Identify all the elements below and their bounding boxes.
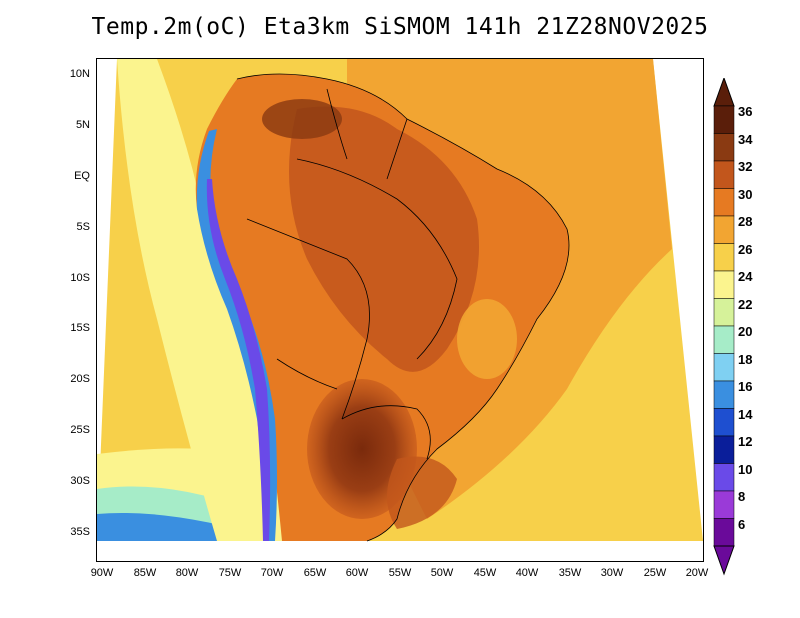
colorbar-segment xyxy=(713,243,735,272)
colorbar-segment xyxy=(713,298,735,327)
colorbar-label: 20 xyxy=(738,324,753,339)
colorbar-label: 18 xyxy=(738,351,753,367)
colorbar-segment xyxy=(713,188,735,217)
highlands-cool xyxy=(457,299,517,379)
colorbar-label: 12 xyxy=(738,434,753,449)
colorbar-label: 22 xyxy=(738,296,753,312)
y-tick-label: 10N xyxy=(69,68,90,80)
x-tick-label: 80W xyxy=(175,567,199,579)
y-tick-label: 35S xyxy=(70,526,90,538)
x-tick-label: 55W xyxy=(388,567,412,579)
colorbar-segments xyxy=(713,78,735,576)
x-tick-label: 75W xyxy=(218,567,242,579)
colorbar-label: 26 xyxy=(738,241,753,257)
colorbar-label: 14 xyxy=(738,406,753,422)
colorbar-segment xyxy=(713,463,735,492)
colorbar-segment xyxy=(713,518,735,547)
colorbar-segment xyxy=(713,408,735,437)
colorbar-segment xyxy=(713,353,735,382)
colorbar-label: 32 xyxy=(738,159,753,174)
andes-core xyxy=(206,179,271,541)
hot-interior xyxy=(289,106,479,372)
colorbar-top-arrow xyxy=(713,78,735,107)
colorbar-label: 34 xyxy=(738,131,753,147)
colorbar-segment xyxy=(713,133,735,162)
x-tick-label: 60W xyxy=(345,567,369,579)
colorbar-label: 8 xyxy=(738,489,746,504)
colorbar-segment xyxy=(713,160,735,189)
colorbar-segment xyxy=(713,215,735,244)
x-tick-label: 35W xyxy=(558,567,582,579)
y-tick-label: 5S xyxy=(76,221,90,233)
colorbar-label: 30 xyxy=(738,186,753,202)
south-ocean-cold xyxy=(97,513,247,541)
y-tick-label: 25S xyxy=(70,424,90,436)
colorbar-label: 24 xyxy=(738,269,753,284)
colorbar-label: 16 xyxy=(738,379,753,394)
x-tick-label: 40W xyxy=(515,567,539,579)
x-tick-label: 50W xyxy=(430,567,454,579)
political-borders xyxy=(236,73,570,542)
y-tick-label: 20S xyxy=(70,373,90,385)
colorbar-bottom-arrow xyxy=(713,545,735,576)
x-tick-label: 65W xyxy=(303,567,327,579)
x-tick-label: 70W xyxy=(260,567,284,579)
x-tick-label: 20W xyxy=(685,567,709,579)
colorbar-label: 10 xyxy=(738,461,753,477)
colorbar-segment xyxy=(713,380,735,409)
map-panel xyxy=(96,58,704,562)
colorbar-segment xyxy=(713,105,735,134)
y-tick-label: 15S xyxy=(70,322,90,334)
hot-core-north xyxy=(262,99,342,139)
colorbar-segment xyxy=(713,435,735,464)
x-tick-label: 25W xyxy=(643,567,667,579)
colorbar-label: 6 xyxy=(738,516,746,532)
chart-title: Temp.2m(oC) Eta3km SiSMOM 141h 21Z28NOV2… xyxy=(91,14,709,40)
pacific-coast xyxy=(117,59,297,541)
colorbar-label: 36 xyxy=(738,104,753,119)
colorbar xyxy=(713,78,735,576)
colorbar-segment xyxy=(713,270,735,299)
y-tick-label: EQ xyxy=(74,170,90,182)
x-tick-label: 85W xyxy=(133,567,157,579)
x-tick-label: 30W xyxy=(600,567,624,579)
colorbar-segment xyxy=(713,325,735,354)
colorbar-label: 28 xyxy=(738,214,753,229)
y-tick-label: 30S xyxy=(70,475,90,487)
x-tick-label: 90W xyxy=(90,567,114,579)
colorbar-segment xyxy=(713,490,735,519)
southern-cone-warm xyxy=(387,456,457,529)
y-tick-label: 10S xyxy=(70,272,90,284)
y-tick-label: 5N xyxy=(75,119,90,131)
x-tick-label: 45W xyxy=(473,567,497,579)
temperature-map xyxy=(97,59,703,542)
